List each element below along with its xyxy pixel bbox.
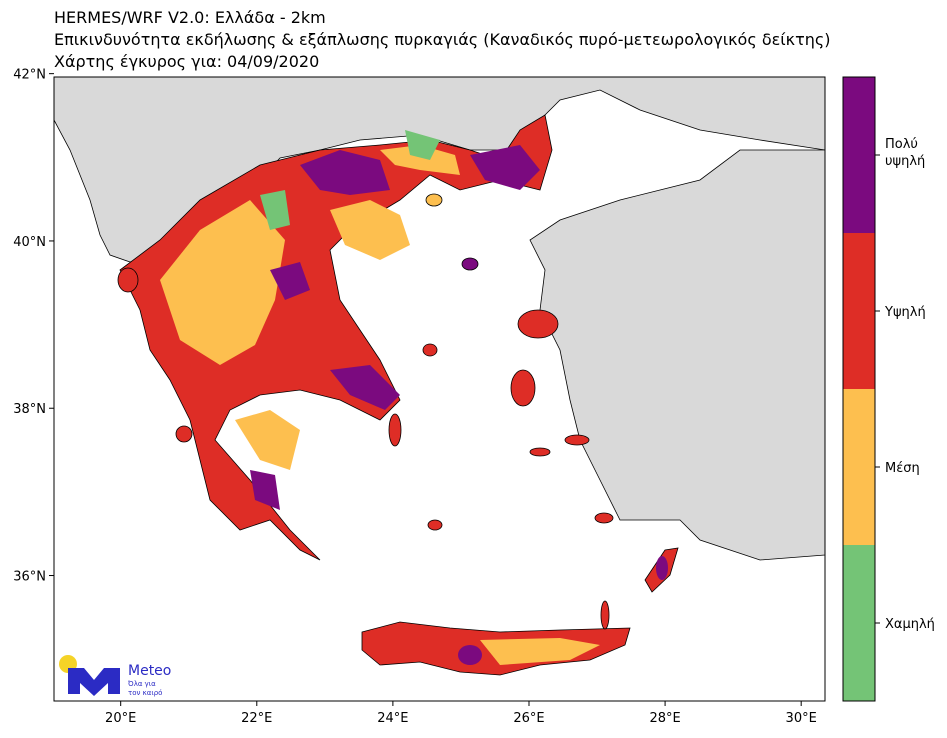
island	[564, 434, 590, 446]
colorbar-label: Χαμηλή	[885, 617, 935, 632]
colorbar-segment	[843, 233, 875, 389]
island	[388, 413, 402, 447]
colorbar-segment	[843, 77, 875, 233]
region-low	[405, 130, 440, 160]
island	[427, 519, 443, 531]
island	[600, 600, 610, 630]
region-very-high	[250, 470, 280, 510]
y-tick-label: 42°N	[13, 68, 46, 83]
x-tick-label: 30°E	[786, 711, 817, 726]
x-tick-label: 28°E	[649, 711, 680, 726]
island	[422, 343, 438, 357]
x-tick-label: 22°E	[241, 711, 272, 726]
x-tick-label: 24°E	[377, 711, 408, 726]
island	[510, 369, 536, 407]
x-tick-label: 26°E	[513, 711, 544, 726]
logo-tagline: τον καιρό	[128, 689, 162, 697]
island	[175, 425, 193, 443]
region-very-high	[330, 365, 400, 410]
region-very-high	[470, 145, 540, 190]
y-tick-label: 36°N	[13, 570, 46, 585]
colorbar-segment	[843, 389, 875, 545]
colorbar-segment	[843, 545, 875, 701]
land-east	[529, 149, 825, 561]
title-line: HERMES/WRF V2.0: Ελλάδα - 2km	[54, 8, 326, 27]
title-line: Χάρτης έγκυρος για: 04/09/2020	[54, 52, 319, 71]
island	[529, 447, 551, 457]
region-low	[260, 190, 290, 230]
region-very-high	[270, 262, 310, 300]
island	[461, 257, 479, 271]
island	[425, 193, 443, 207]
title-line: Επικινδυνότητα εκδήλωσης & εξάπλωσης πυρ…	[54, 30, 831, 49]
region-medium	[160, 200, 285, 365]
y-tick-label: 38°N	[13, 402, 46, 417]
land-north	[54, 77, 825, 263]
map-frame	[53, 76, 826, 702]
y-tick-label: 40°N	[13, 235, 46, 250]
logo-mark	[68, 668, 120, 696]
island	[117, 267, 139, 293]
island	[594, 512, 614, 524]
colorbar-frame	[842, 76, 876, 702]
colorbar-label: Πολύ υψηλή	[885, 137, 925, 169]
region-very-high	[300, 150, 390, 195]
x-tick-label: 20°E	[105, 711, 136, 726]
crete-very-high	[458, 645, 482, 665]
region-medium	[235, 410, 300, 470]
map-area: Meteo Όλα για τον καιρό	[54, 77, 825, 701]
logo-tagline: Όλα για	[127, 680, 156, 688]
rhodes-very-high	[656, 556, 668, 580]
region-medium	[330, 200, 410, 260]
crete-medium	[480, 638, 600, 665]
logo-name: Meteo	[128, 663, 171, 679]
island	[517, 309, 559, 339]
region-medium	[380, 145, 460, 175]
colorbar-label: Υψηλή	[884, 305, 926, 320]
colorbar-label: Μέση	[885, 461, 920, 476]
